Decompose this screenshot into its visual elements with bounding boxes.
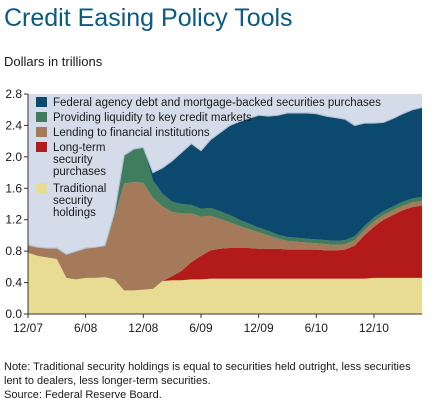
source-line: Source: Federal Reserve Board.: [4, 389, 162, 401]
x-tick-label: 6/10: [305, 321, 329, 335]
legend-traditional-swatch: [36, 183, 47, 193]
total-outline: [27, 106, 423, 255]
legend-traditional-label: security: [53, 195, 93, 207]
y-tick-label: 0.0: [5, 307, 22, 321]
legend-federal-agency-label: Federal agency debt and mortgage-backed …: [53, 97, 381, 109]
area-lending: [28, 182, 422, 291]
legend-long-term-label: security: [53, 154, 93, 166]
y-axis-units: Dollars in trillions: [4, 54, 103, 69]
y-tick-label: 1.2: [5, 213, 22, 227]
chart-area: 0.0 0.4 0.8 1.2 1.6 2.0 2.4 2.8 12/07 6/08 12/08 6/…: [0, 78, 444, 350]
legend-long-term-label: Long-term: [53, 142, 105, 154]
y-tick-label: 2.8: [5, 87, 22, 101]
legend-traditional-label: holdings: [53, 207, 96, 219]
legend-long-term-swatch: [36, 142, 47, 152]
legend-long-term-label: purchases: [53, 166, 106, 178]
note-line-2: lent to dealers, less longer-term securi…: [4, 375, 211, 387]
credit-easing-chart: 0.0 0.4 0.8 1.2 1.6 2.0 2.4 2.8 12/07 6/08 12/08 6/…: [5, 87, 423, 335]
chart-title: Credit Easing Policy Tools: [4, 4, 293, 32]
area-federal-agency: [28, 107, 422, 255]
chart-note: Note: Traditional security holdings is e…: [4, 360, 440, 402]
y-tick-label: 2.0: [5, 150, 22, 164]
y-tick-label: 1.6: [5, 181, 22, 195]
y-tick-label: 0.4: [5, 276, 22, 290]
legend-lending-swatch: [36, 127, 47, 137]
area-long-term-purchases: [28, 205, 422, 291]
legend-traditional-label: Traditional: [53, 183, 106, 195]
x-tick-label: 12/08: [128, 321, 158, 335]
y-tick-label: 0.8: [5, 244, 22, 258]
y-tick-label: 2.4: [5, 118, 22, 132]
x-tick-label: 6/09: [189, 321, 213, 335]
x-tick-label: 6/08: [74, 321, 98, 335]
legend-lending-label: Lending to financial institutions: [53, 127, 210, 139]
legend-liquidity-label: Providing liquidity to key credit market…: [53, 112, 252, 124]
x-tick-label: 12/09: [244, 321, 274, 335]
legend-liquidity-swatch: [36, 112, 47, 122]
x-tick-label: 12/10: [359, 321, 389, 335]
legend-federal-agency-swatch: [36, 97, 47, 107]
area-liquidity: [28, 147, 422, 255]
legend: Federal agency debt and mortgage-backed …: [36, 97, 381, 219]
area-traditional-holdings: [28, 252, 422, 314]
x-tick-label: 12/07: [13, 321, 43, 335]
note-line-1: Note: Traditional security holdings is e…: [4, 361, 411, 373]
